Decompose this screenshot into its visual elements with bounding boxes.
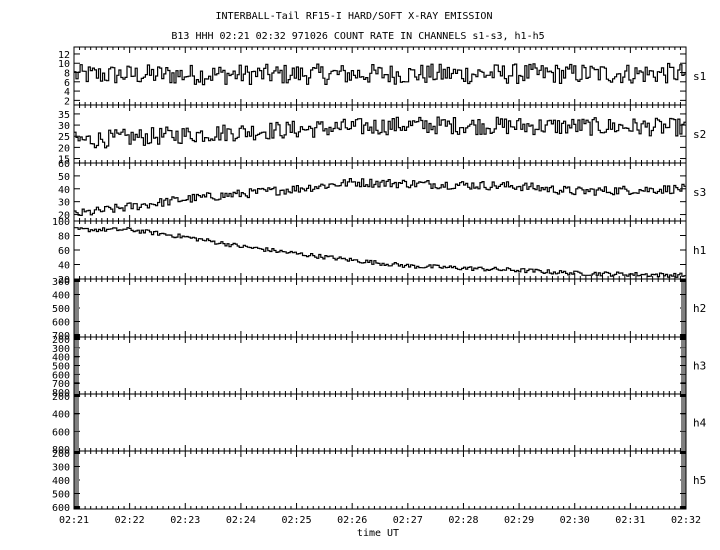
series-line-s1 xyxy=(74,62,686,86)
y-tick-label-h1: 60 xyxy=(58,246,70,257)
y-tick-label-h4: 600 xyxy=(52,427,70,438)
y-tick-label-h5: 400 xyxy=(52,476,70,487)
chart-title: INTERBALL-Tail RF15-I HARD/SOFT X-RAY EM… xyxy=(216,11,493,22)
x-tick-label: 02:31 xyxy=(615,515,645,526)
x-tick-label: 02:32 xyxy=(671,515,701,526)
panel-frame-h1 xyxy=(73,220,687,280)
series-line-s3 xyxy=(74,178,686,216)
y-tick-label-h3: 200 xyxy=(52,335,70,346)
y-tick-label-h4: 400 xyxy=(52,410,70,421)
y-tick-label-s2: 20 xyxy=(58,143,70,154)
y-tick-label-h1: 40 xyxy=(58,261,70,272)
x-axis-label: time UT xyxy=(357,528,399,539)
panel-label-s2: s2 xyxy=(693,128,706,141)
y-tick-label-s3: 50 xyxy=(58,172,70,183)
x-tick-label: 02:25 xyxy=(281,515,311,526)
x-tick-label: 02:24 xyxy=(226,515,256,526)
panel-label-h3: h3 xyxy=(693,360,706,373)
panel-label-h2: h2 xyxy=(693,302,706,315)
y-tick-label-h2: 600 xyxy=(52,318,70,329)
y-tick-label-s2: 15 xyxy=(58,155,70,166)
panel-label-h4: h4 xyxy=(693,417,707,430)
panels-group: s124681012s21520253035s32030405060h12040… xyxy=(52,46,707,514)
y-tick-label-h2: 300 xyxy=(52,277,70,288)
y-tick-label-h5: 300 xyxy=(52,463,70,474)
x-tick-label: 02:28 xyxy=(448,515,478,526)
y-tick-label-h3: 500 xyxy=(52,362,70,373)
y-tick-label-s1: 12 xyxy=(58,50,70,61)
y-tick-label-h5: 500 xyxy=(52,490,70,501)
x-tick-label: 02:29 xyxy=(504,515,534,526)
y-tick-label-h3: 600 xyxy=(52,370,70,381)
panel-frame-s1 xyxy=(73,46,687,106)
y-tick-label-s1: 4 xyxy=(64,87,70,98)
series-line-s2 xyxy=(74,116,686,149)
y-tick-label-h1: 80 xyxy=(58,232,70,243)
x-tick-label: 02:30 xyxy=(560,515,590,526)
panel-h5: h5 200 300 400 500 600 xyxy=(52,449,706,514)
panel-frame-h4 xyxy=(73,393,687,452)
y-tick-label-s2: 30 xyxy=(58,121,70,132)
panel-label-s3: s3 xyxy=(693,186,706,199)
panel-h1: h1 20 40 60 80 100 xyxy=(52,217,706,286)
y-tick-label-s3: 40 xyxy=(58,185,70,196)
chart-subtitle: B13 HHH 02:21 02:32 971026 COUNT RATE IN… xyxy=(171,31,544,42)
y-tick-label-h2: 700 xyxy=(52,331,70,342)
y-tick-label-s3: 20 xyxy=(58,211,70,222)
y-tick-label-s1: 6 xyxy=(64,78,70,89)
y-tick-label-h3: 400 xyxy=(52,353,70,364)
panel-label-h5: h5 xyxy=(693,474,706,487)
y-tick-label-h5: 600 xyxy=(52,503,70,514)
y-tick-label-h1: 100 xyxy=(52,217,70,228)
y-tick-label-h2: 400 xyxy=(52,291,70,302)
y-tick-label-s1: 10 xyxy=(58,59,70,70)
y-tick-label-h5: 200 xyxy=(52,449,70,460)
y-tick-label-h2: 500 xyxy=(52,304,70,315)
panel-frame-h2 xyxy=(73,278,687,338)
y-tick-label-h4: 800 xyxy=(52,445,70,456)
series-line-h1 xyxy=(74,227,686,278)
y-tick-label-s1: 8 xyxy=(64,69,70,80)
panel-frame-h3 xyxy=(73,336,687,395)
y-tick-label-h3: 700 xyxy=(52,379,70,390)
x-tick-label: 02:21 xyxy=(59,515,89,526)
panel-frame-h5 xyxy=(73,450,687,510)
x-tick-label: 02:22 xyxy=(115,515,145,526)
x-tick-label: 02:26 xyxy=(337,515,367,526)
panel-label-h1: h1 xyxy=(693,244,706,257)
y-tick-label-h4: 200 xyxy=(52,392,70,403)
panel-h2: h2 300 400 500 600 700 xyxy=(52,277,706,342)
y-tick-label-s2: 25 xyxy=(58,132,70,143)
y-tick-label-s1: 2 xyxy=(64,96,70,107)
y-tick-label-s2: 35 xyxy=(58,110,70,121)
y-tick-label-s3: 30 xyxy=(58,198,70,209)
y-tick-label-h3: 800 xyxy=(52,388,70,399)
y-tick-label-h1: 20 xyxy=(58,275,70,286)
x-axis-ticks: 02:21 02:22 02:23 02:24 02:25 02:26 02:27 02:28… xyxy=(59,515,701,526)
panel-label-s1: s1 xyxy=(693,70,706,83)
x-tick-label: 02:27 xyxy=(393,515,423,526)
y-tick-label-s3: 60 xyxy=(58,159,70,170)
y-tick-label-h3: 300 xyxy=(52,344,70,355)
panel-h4: h4 200 400 600 800 xyxy=(52,392,707,456)
x-tick-label: 02:23 xyxy=(170,515,200,526)
panel-s3: s3 20 30 40 50 60 xyxy=(58,159,706,222)
